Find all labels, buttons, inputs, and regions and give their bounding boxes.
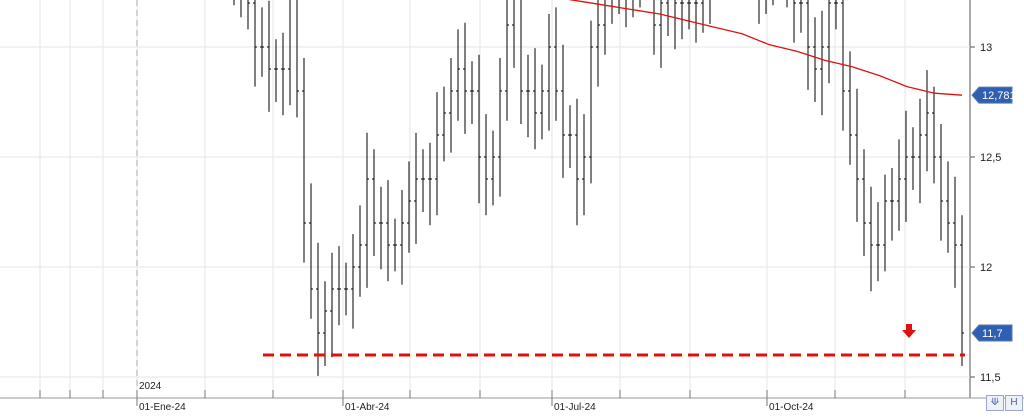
x-tick-label: 01-Oct-24 [769,402,814,413]
h-icon[interactable]: H [1005,395,1023,411]
moving-average-line [568,0,963,96]
x-tick-label: 01-Ene-24 [139,402,186,413]
price-last-value-label: 11,7 [982,328,1003,340]
y-tick-label: 12 [980,262,992,274]
y-tick-label: 13 [980,42,992,54]
scroll-down-icon[interactable]: ⟱ [986,395,1004,411]
ma-last-value-label-bg [971,86,1013,104]
price-last-value-label-bg [971,324,1013,342]
y-tick-label: 11,5 [980,372,1001,384]
ma-last-value-label: 12,781 [982,90,1016,102]
y-tick-label: 12,5 [980,152,1001,164]
year-label: 2024 [139,381,162,392]
x-tick-label: 01-Jul-24 [554,402,596,413]
x-tick-label: 01-Abr-24 [345,402,390,413]
down-arrow-icon [902,324,916,338]
